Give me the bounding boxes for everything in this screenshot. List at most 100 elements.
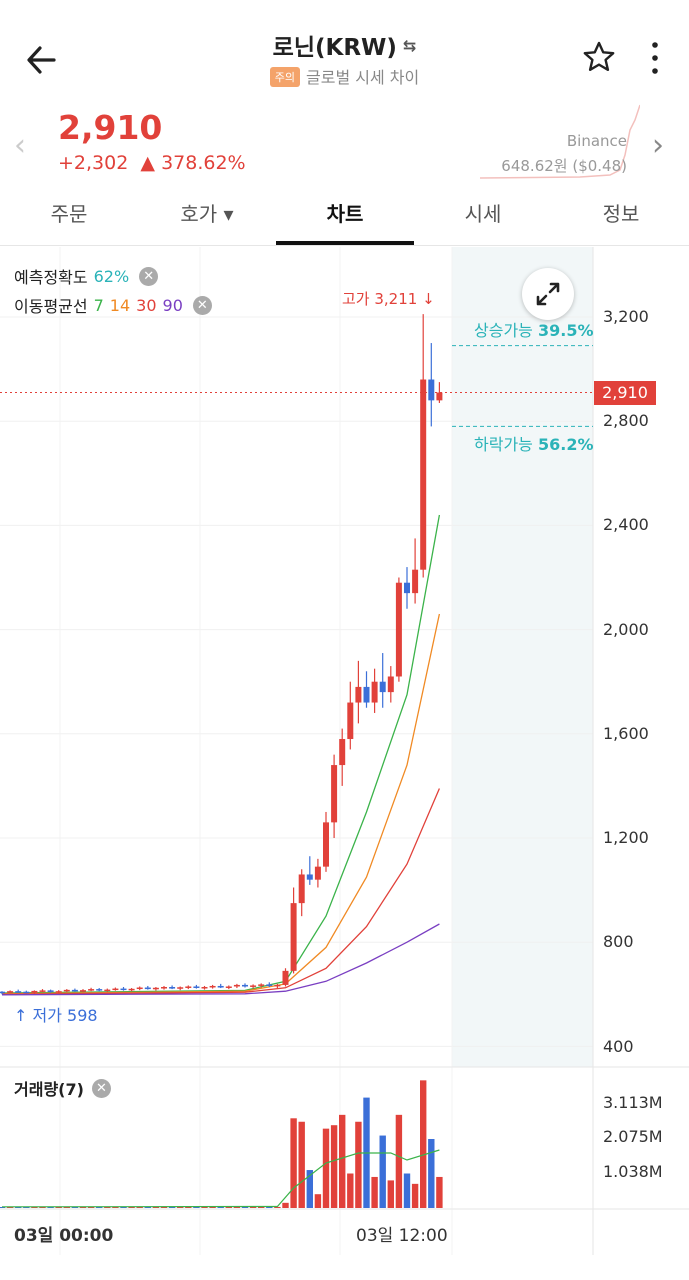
candle-body bbox=[290, 903, 297, 971]
next-coin-arrow-icon[interactable]: › bbox=[652, 128, 664, 163]
tab-order[interactable]: 주문 bbox=[50, 202, 88, 226]
expand-chart-button[interactable] bbox=[522, 268, 574, 320]
candle-body bbox=[339, 739, 346, 766]
forecast-region bbox=[452, 247, 593, 1067]
volume-bar bbox=[152, 1207, 160, 1208]
coin-title[interactable]: 로닌(KRW) ⇆ bbox=[273, 28, 417, 62]
low-price-label: ↑ 저가 598 bbox=[14, 1006, 98, 1025]
candle-body bbox=[185, 986, 192, 988]
candle-body bbox=[242, 984, 248, 987]
volume-bar bbox=[177, 1207, 184, 1208]
volume-bar bbox=[306, 1170, 313, 1208]
candle-body bbox=[395, 582, 402, 677]
favorite-star-icon[interactable] bbox=[582, 40, 616, 74]
volume-bar bbox=[201, 1207, 208, 1208]
candle-body bbox=[379, 681, 386, 693]
volume-tick-label: 1.038M bbox=[603, 1162, 663, 1181]
close-volume-icon[interactable]: ✕ bbox=[91, 1078, 111, 1098]
volume-bar bbox=[298, 1121, 305, 1208]
candle-body bbox=[274, 984, 281, 987]
volume-bar bbox=[411, 1183, 419, 1208]
candle-body bbox=[387, 676, 394, 693]
candle-body bbox=[298, 874, 305, 904]
volume-bar bbox=[330, 1125, 338, 1208]
candle-body bbox=[306, 874, 313, 880]
time-label-start: 03일 00:00 bbox=[14, 1226, 114, 1246]
candle-body bbox=[55, 991, 62, 993]
tab-orderbook[interactable]: 호가 ▾ bbox=[180, 202, 234, 226]
candle-body bbox=[15, 991, 22, 993]
candle-body bbox=[63, 989, 70, 992]
volume-bar bbox=[128, 1207, 135, 1208]
volume-bar bbox=[104, 1207, 111, 1208]
candle-body bbox=[88, 989, 95, 991]
close-ma-icon[interactable]: ✕ bbox=[192, 295, 212, 315]
price-change-abs: +2,302 bbox=[58, 152, 129, 174]
current-price-tag: 2,910 bbox=[594, 381, 656, 405]
candle-body bbox=[201, 987, 208, 989]
candle-body bbox=[144, 987, 151, 990]
volume-bar bbox=[314, 1194, 322, 1208]
candle-body bbox=[314, 866, 321, 880]
volume-tick-label: 2.075M bbox=[603, 1127, 663, 1146]
candle-body bbox=[250, 985, 257, 987]
global-price-gap[interactable]: 주의 글로벌 시세 차이 bbox=[0, 64, 689, 88]
coin-title-text: 로닌(KRW) bbox=[272, 35, 397, 61]
volume-bar bbox=[290, 1118, 297, 1208]
volume-ma-line bbox=[1, 1149, 440, 1208]
moving-average-line bbox=[1, 514, 441, 994]
volume-bar bbox=[47, 1207, 54, 1208]
back-arrow-icon[interactable] bbox=[24, 38, 68, 82]
volume-bar bbox=[6, 1207, 14, 1208]
candle-body bbox=[258, 984, 265, 986]
y-tick-label: 2,000 bbox=[603, 620, 649, 639]
more-menu-icon[interactable] bbox=[645, 40, 665, 76]
volume-bar bbox=[249, 1207, 257, 1208]
current-price: 2,910 bbox=[58, 108, 163, 147]
active-tab-indicator bbox=[276, 241, 414, 245]
candle-body bbox=[266, 984, 273, 986]
expand-icon bbox=[536, 282, 560, 306]
candle-body bbox=[80, 990, 86, 992]
price-change-pct: ▲ 378.62% bbox=[140, 152, 246, 174]
prev-coin-arrow-icon[interactable]: ‹ bbox=[14, 128, 26, 163]
tab-info[interactable]: 정보 bbox=[602, 202, 640, 226]
y-tick-label: 1,600 bbox=[603, 724, 649, 743]
volume-bar bbox=[39, 1207, 46, 1208]
tab-market[interactable]: 시세 bbox=[464, 202, 502, 226]
volume-bar bbox=[136, 1207, 143, 1208]
volume-bar bbox=[160, 1207, 168, 1208]
header: 로닌(KRW) ⇆ 주의 글로벌 시세 차이 bbox=[0, 0, 689, 100]
close-accuracy-icon[interactable]: ✕ bbox=[139, 266, 159, 286]
candle-body bbox=[225, 986, 232, 988]
volume-bar bbox=[395, 1114, 403, 1208]
volume-bar bbox=[379, 1135, 386, 1208]
volume-bar bbox=[322, 1128, 330, 1208]
price-chart[interactable] bbox=[0, 247, 689, 1280]
volume-bar bbox=[233, 1207, 241, 1208]
candle-body bbox=[331, 765, 338, 823]
price-change: +2,302 ▲ 378.62% bbox=[58, 152, 246, 174]
volume-bar bbox=[387, 1180, 394, 1208]
tab-chart[interactable]: 차트 bbox=[326, 202, 364, 226]
candle-body bbox=[169, 987, 176, 989]
candle-body bbox=[404, 582, 410, 594]
moving-average-line bbox=[1, 613, 441, 995]
accuracy-value: 62% bbox=[93, 266, 130, 286]
candle-body bbox=[104, 989, 111, 992]
volume-bar bbox=[282, 1202, 289, 1208]
volume-bar bbox=[371, 1176, 378, 1208]
swap-icon[interactable]: ⇆ bbox=[402, 35, 417, 55]
candle-body bbox=[193, 986, 200, 988]
volume-bar bbox=[79, 1207, 87, 1208]
ma-label: 이동평균선 bbox=[14, 297, 88, 316]
candle-body bbox=[233, 984, 240, 987]
ma90-label: 90 bbox=[162, 295, 183, 315]
up-probability-label: 상승가능 bbox=[474, 321, 533, 340]
volume-bar bbox=[23, 1207, 30, 1208]
volume-bar bbox=[144, 1207, 151, 1208]
candle-body bbox=[355, 686, 362, 703]
volume-bar bbox=[63, 1207, 70, 1208]
volume-bar bbox=[120, 1207, 127, 1208]
volume-title-label: 거래량(7) bbox=[14, 1080, 84, 1099]
